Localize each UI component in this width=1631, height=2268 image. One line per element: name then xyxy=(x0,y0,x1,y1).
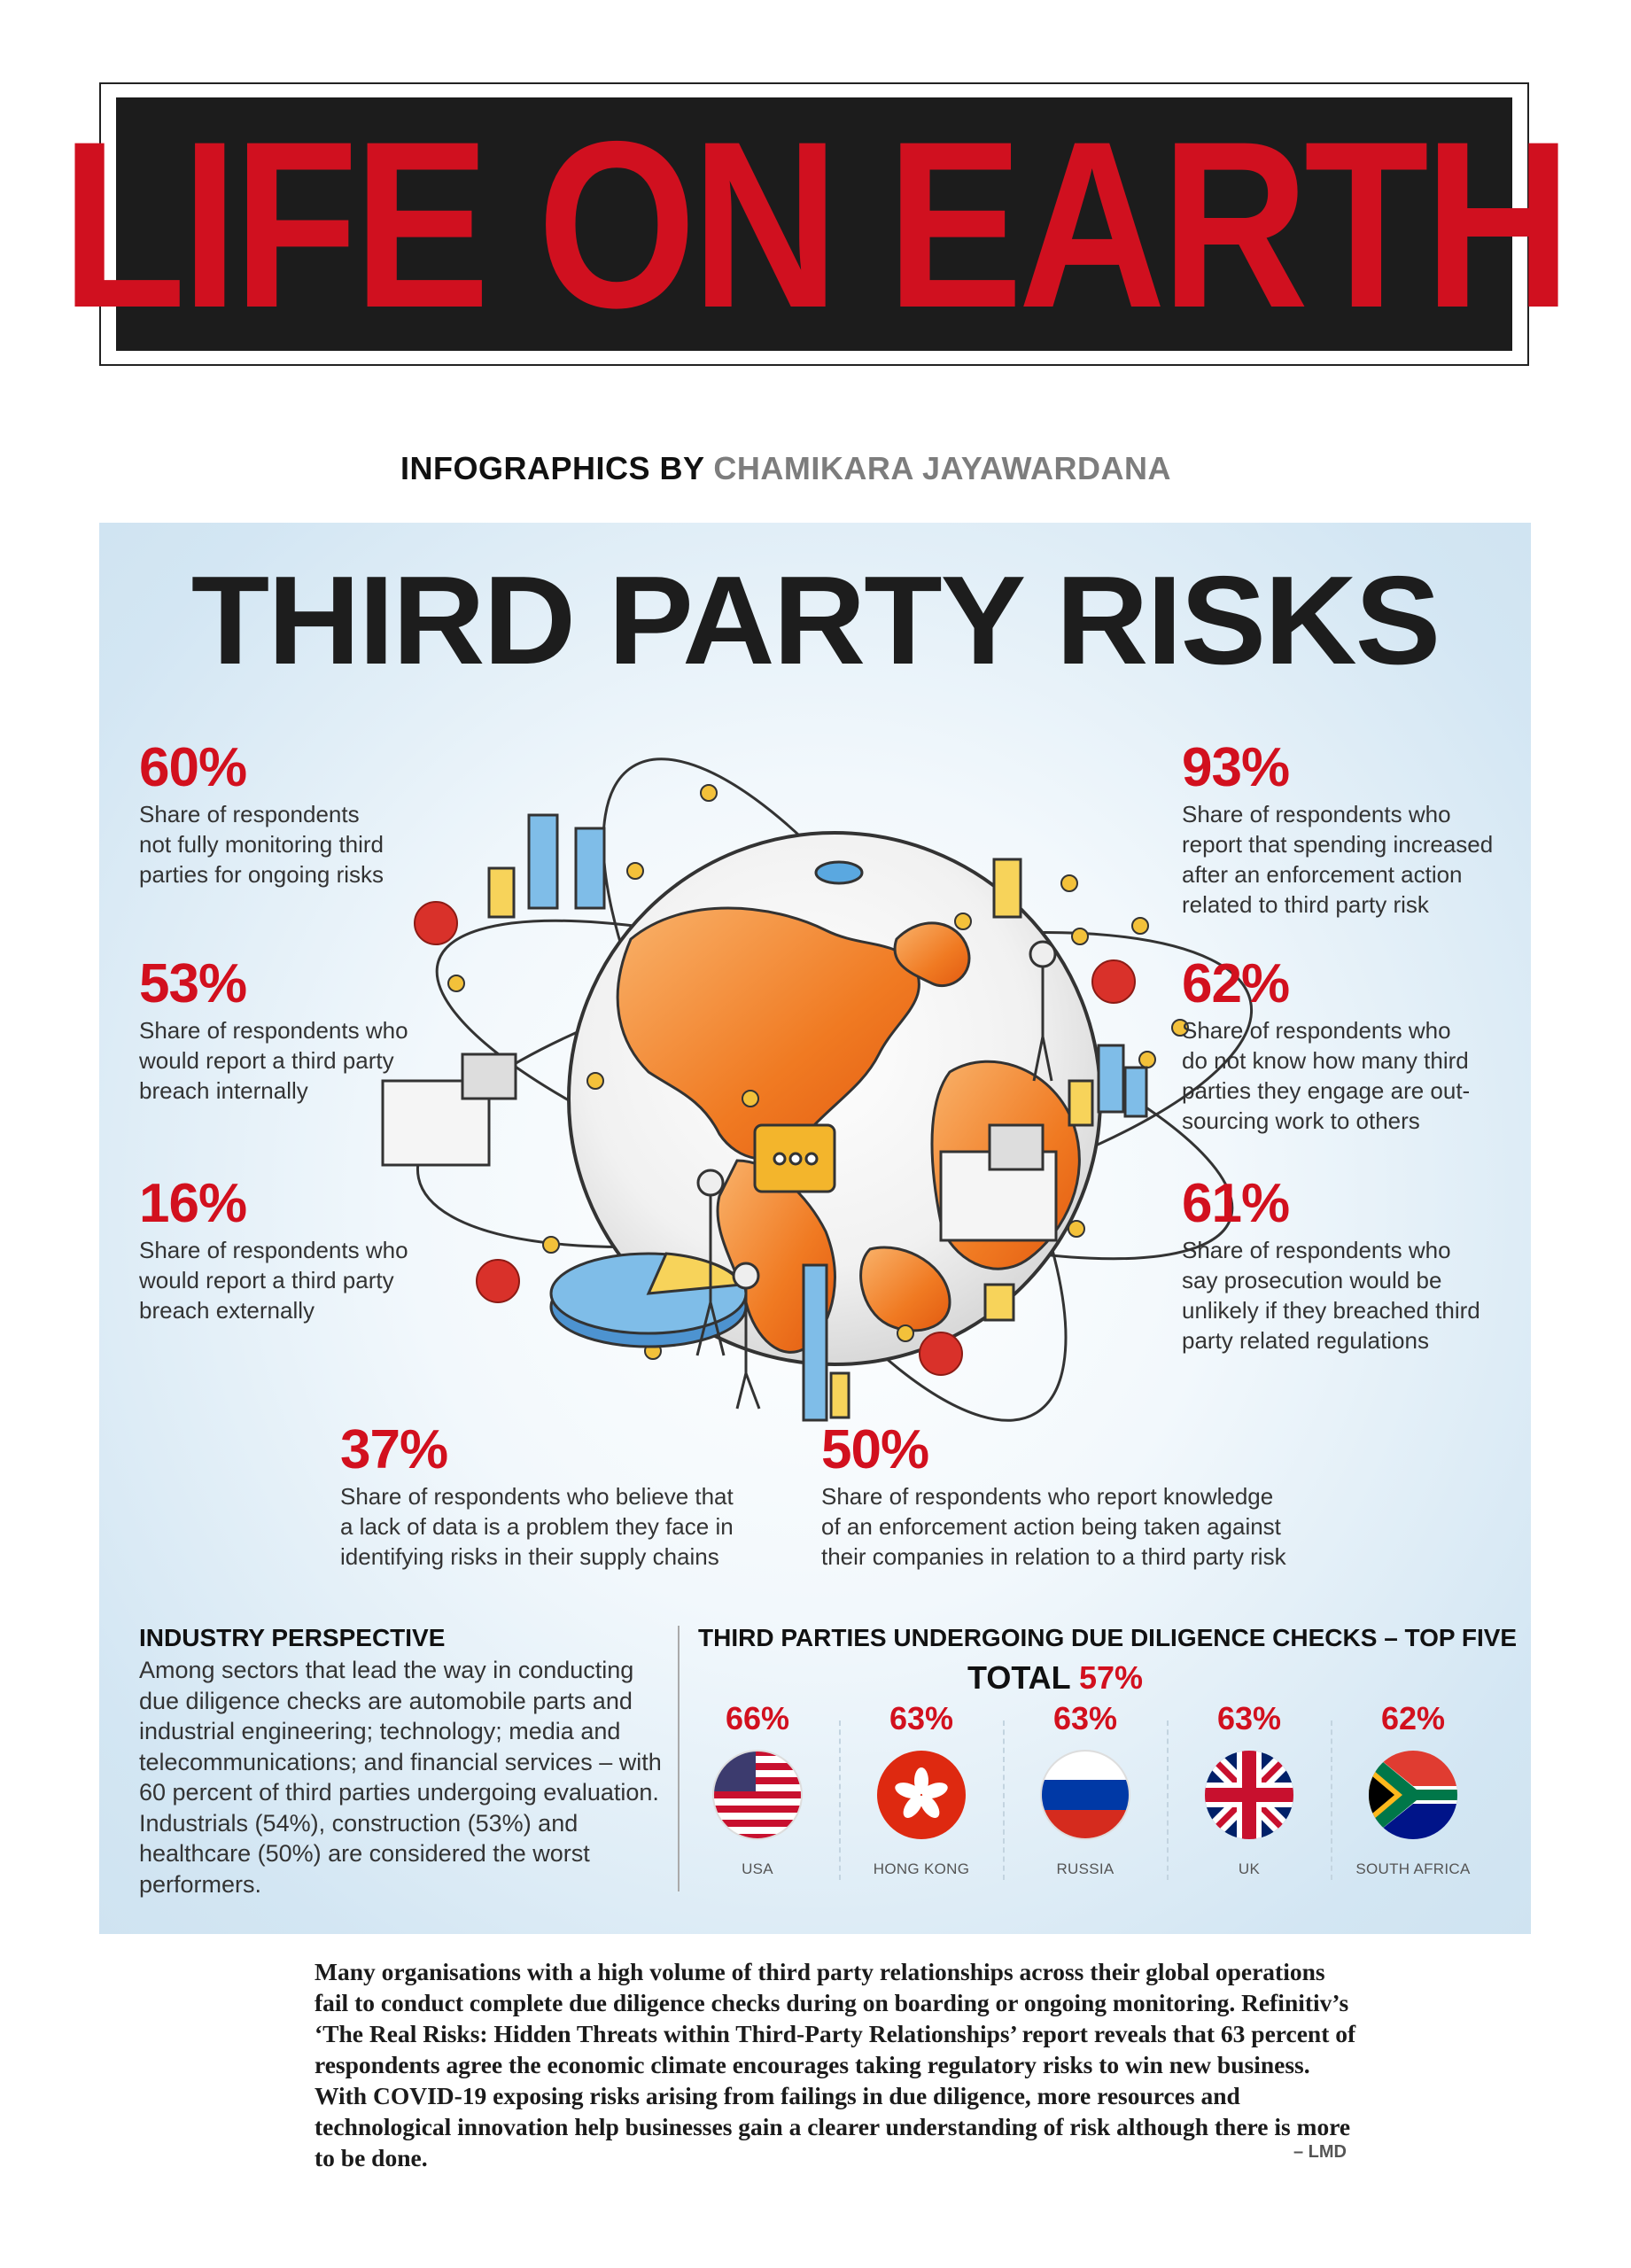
stat-value: 53% xyxy=(139,953,247,1014)
section-divider xyxy=(678,1626,680,1891)
country-name: SOUTH AFRICA xyxy=(1355,1860,1471,1877)
stat-value: 37% xyxy=(340,1419,448,1480)
stat-description: Share of respondents not fully monitoring… xyxy=(139,801,384,888)
bar-chart-icons xyxy=(487,813,1148,1422)
byline-prefix: INFOGRAPHICS BY xyxy=(400,450,704,486)
masthead-title: LIFE ON EARTH xyxy=(61,91,1572,357)
stat-lack-of-data: 37% Share of respondents who believe tha… xyxy=(340,1423,734,1572)
pie-chart-icon xyxy=(549,1252,748,1348)
stat-monitoring: 60% Share of respondents not fully monito… xyxy=(139,741,384,889)
country-name: HONG KONG xyxy=(873,1860,970,1877)
office-worker-icons xyxy=(381,940,1058,1410)
country-separator xyxy=(1331,1720,1332,1880)
country-percent: 63% xyxy=(1052,1700,1118,1736)
country-name: RUSSIA xyxy=(1056,1860,1115,1877)
due-diligence-title: THIRD PARTIES UNDERGOING DUE DILIGENCE C… xyxy=(698,1624,1518,1651)
total-label: TOTAL xyxy=(967,1659,1070,1696)
industry-perspective-body: Among sectors that lead the way in condu… xyxy=(139,1657,662,1898)
lake-icon xyxy=(814,860,864,885)
country-usa: 66% USA xyxy=(677,1701,838,1878)
stat-value: 60% xyxy=(139,737,247,798)
stat-value: 62% xyxy=(1182,953,1290,1014)
stat-value: 93% xyxy=(1182,737,1290,798)
country-russia: 63% RUSSIA xyxy=(1005,1701,1166,1878)
country-separator xyxy=(1003,1720,1005,1880)
uk-flag-icon xyxy=(1205,1751,1293,1839)
footer-paragraph: Many organisations with a high volume of… xyxy=(315,1958,1356,2171)
total-value: 57% xyxy=(1079,1659,1144,1696)
country-hong-kong: 63% HONG KONG xyxy=(841,1701,1002,1878)
stat-report-externally: 16% Share of respondents who would report… xyxy=(139,1177,408,1325)
virus-icons xyxy=(414,901,1136,1376)
byline-author: CHAMIKARA JAYAWARDANA xyxy=(713,450,1171,486)
stat-enforcement-knowledge: 50% Share of respondents who report know… xyxy=(821,1423,1286,1572)
stat-outsourcing-unknown: 62% Share of respondents who do not know … xyxy=(1182,957,1470,1136)
country-percent: 63% xyxy=(889,1700,954,1736)
stat-description: Share of respondents who do not know how … xyxy=(1182,1017,1471,1134)
chat-bubble-icon xyxy=(753,1123,836,1193)
country-percent: 62% xyxy=(1380,1700,1446,1736)
stat-description: Share of respondents who report knowledg… xyxy=(821,1483,1286,1570)
country-uk: 63% UK xyxy=(1169,1701,1330,1878)
stat-report-internally: 53% Share of respondents who would report… xyxy=(139,957,408,1106)
stat-description: Share of respondents who would report a t… xyxy=(139,1017,408,1104)
industry-perspective-title: INDUSTRY PERSPECTIVE xyxy=(139,1624,446,1651)
globe-illustration xyxy=(381,757,1254,1422)
stat-description: Share of respondents who report that spen… xyxy=(1182,801,1494,918)
infographic-title: THIRD PARTY RISKS xyxy=(190,550,1441,691)
stat-value: 61% xyxy=(1182,1173,1290,1234)
stat-prosecution-unlikely: 61% Share of respondents who say prosecut… xyxy=(1182,1177,1480,1355)
stat-spending-increased: 93% Share of respondents who report that … xyxy=(1182,741,1493,920)
hong-kong-flag-icon xyxy=(877,1751,966,1839)
country-separator xyxy=(839,1720,841,1880)
stat-value: 16% xyxy=(139,1173,247,1234)
country-separator xyxy=(1167,1720,1169,1880)
masthead-bar xyxy=(116,97,1512,351)
stat-description: Share of respondents who believe that a l… xyxy=(340,1483,734,1570)
south-africa-flag-icon xyxy=(1369,1751,1457,1839)
russia-flag-icon xyxy=(1040,1750,1130,1840)
stat-description: Share of respondents who say prosecution … xyxy=(1182,1237,1480,1354)
infographic-panel: THIRD PARTY RISKS xyxy=(99,523,1531,1934)
country-name: UK xyxy=(1238,1860,1261,1877)
stat-description: Share of respondents who would report a t… xyxy=(139,1237,408,1324)
country-percent: 66% xyxy=(725,1700,790,1736)
due-diligence-total: TOTAL 57% xyxy=(967,1659,1143,1697)
country-name: USA xyxy=(742,1860,773,1877)
footer-source: – LMD xyxy=(1293,2142,1347,2162)
country-south-africa: 62% SOUTH AFRICA xyxy=(1332,1701,1494,1878)
byline: INFOGRAPHICS BY CHAMIKARA JAYAWARDANA xyxy=(400,450,1171,487)
stat-value: 50% xyxy=(821,1419,929,1480)
country-percent: 63% xyxy=(1216,1700,1282,1736)
usa-flag-icon xyxy=(712,1750,803,1840)
